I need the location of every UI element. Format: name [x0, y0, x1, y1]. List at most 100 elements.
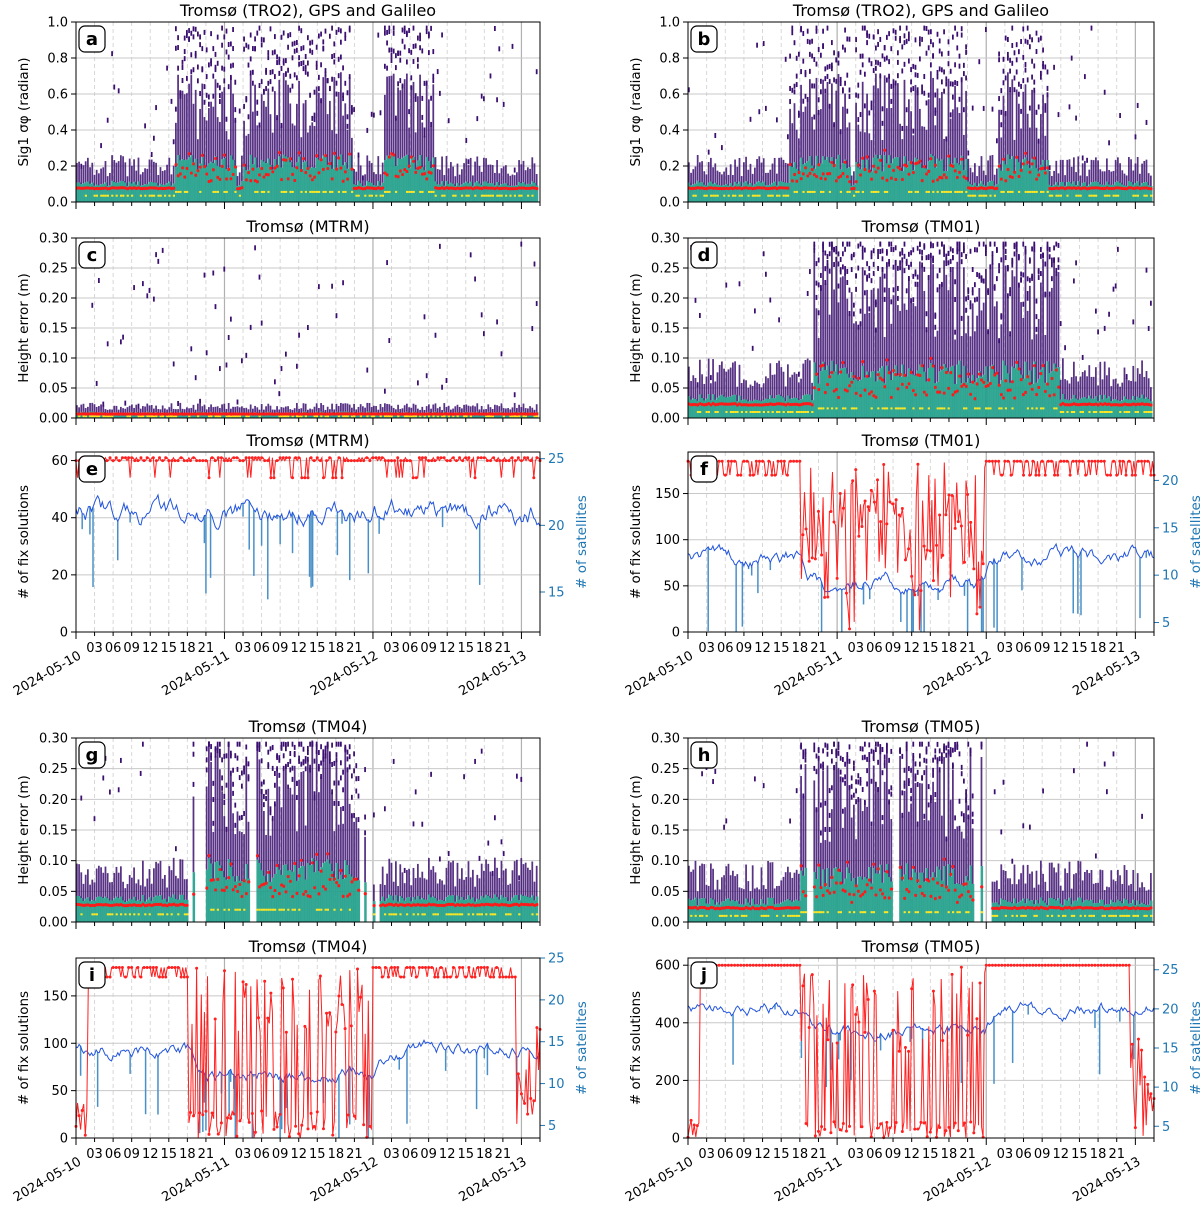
outlier [177, 35, 179, 41]
median-point [1028, 382, 1032, 386]
outlier [927, 92, 930, 98]
outlier [809, 51, 811, 57]
fix-point [810, 556, 814, 560]
density-core [267, 158, 270, 202]
fix-point [151, 456, 155, 460]
density-tail [531, 407, 534, 413]
density-tail [745, 380, 747, 400]
outlier [1119, 113, 1121, 119]
density-tail [78, 407, 80, 413]
median-point [524, 412, 528, 416]
density-high [1119, 411, 1122, 413]
outlier [186, 33, 188, 39]
fix-point [173, 459, 177, 463]
median-point [482, 186, 486, 190]
density-core [710, 181, 713, 202]
x-hour-label: 15 [309, 641, 326, 656]
density-tail [403, 405, 406, 413]
outlier [859, 241, 862, 247]
density-tail [128, 158, 131, 182]
density-core [705, 398, 709, 418]
y-tick-label: 0.30 [651, 232, 680, 247]
outlier [820, 285, 822, 291]
outlier [883, 56, 886, 62]
outlier [210, 61, 212, 67]
panel-label-box [690, 241, 718, 269]
density-high [518, 415, 521, 418]
outlier [269, 69, 272, 75]
outlier [916, 274, 919, 280]
density-tail [694, 166, 697, 184]
median-point [995, 371, 999, 375]
y-tick-label: 0.0 [47, 196, 68, 211]
outlier [848, 241, 851, 247]
density-high [441, 415, 444, 418]
density-tail [1139, 373, 1141, 398]
density-core [401, 157, 405, 202]
fix-point [916, 462, 920, 466]
outlier [419, 36, 421, 42]
fix-point [114, 456, 118, 460]
density-core [1150, 401, 1153, 418]
median-point [350, 167, 354, 171]
fix-point [136, 459, 140, 463]
density-tail [864, 313, 866, 378]
outlier [930, 29, 932, 35]
density-high [408, 415, 411, 418]
median-point [425, 177, 429, 181]
density-high [384, 190, 387, 193]
outlier [853, 311, 855, 317]
density-tail [320, 403, 322, 412]
outlier [417, 57, 419, 63]
outlier [892, 287, 895, 293]
density-tail [1106, 158, 1108, 182]
median-point [302, 157, 306, 161]
fix-point [913, 593, 917, 597]
density-high [511, 415, 515, 418]
median-point [931, 179, 935, 183]
density-high [208, 415, 211, 418]
outlier [991, 254, 994, 260]
density-tail [529, 406, 531, 413]
density-core [745, 181, 748, 202]
outlier [815, 25, 818, 31]
density-core [1081, 182, 1085, 202]
density-core [791, 398, 794, 418]
density-high [855, 190, 858, 193]
fix-point [207, 476, 211, 480]
fix-point [1115, 473, 1119, 477]
density-high [410, 415, 413, 418]
density-tail [276, 406, 278, 413]
density-core [1046, 361, 1050, 418]
density-tail [782, 159, 785, 183]
density-core [155, 182, 158, 202]
density-core [941, 369, 944, 418]
fix-point [1081, 459, 1085, 463]
outlier [846, 241, 849, 247]
median-point [819, 176, 823, 180]
outlier [813, 56, 816, 62]
density-tail [234, 406, 237, 413]
median-point [962, 175, 966, 179]
density-tail [1059, 379, 1062, 400]
median-point [486, 186, 491, 190]
density-core [1145, 181, 1149, 202]
density-core [985, 366, 988, 418]
outlier [828, 103, 831, 109]
density-tail [804, 359, 807, 395]
density-high [322, 190, 325, 193]
density-core [736, 401, 739, 418]
density-tail [146, 403, 149, 412]
density-core [1002, 360, 1006, 418]
density-tail [888, 287, 890, 372]
density-high [487, 415, 490, 418]
outlier [315, 60, 318, 66]
density-high [311, 190, 314, 193]
median-point [249, 179, 253, 183]
density-tail [181, 90, 184, 160]
fix-point [260, 456, 264, 460]
density-high [111, 194, 114, 197]
outlier [806, 28, 809, 34]
density-core [736, 183, 739, 202]
